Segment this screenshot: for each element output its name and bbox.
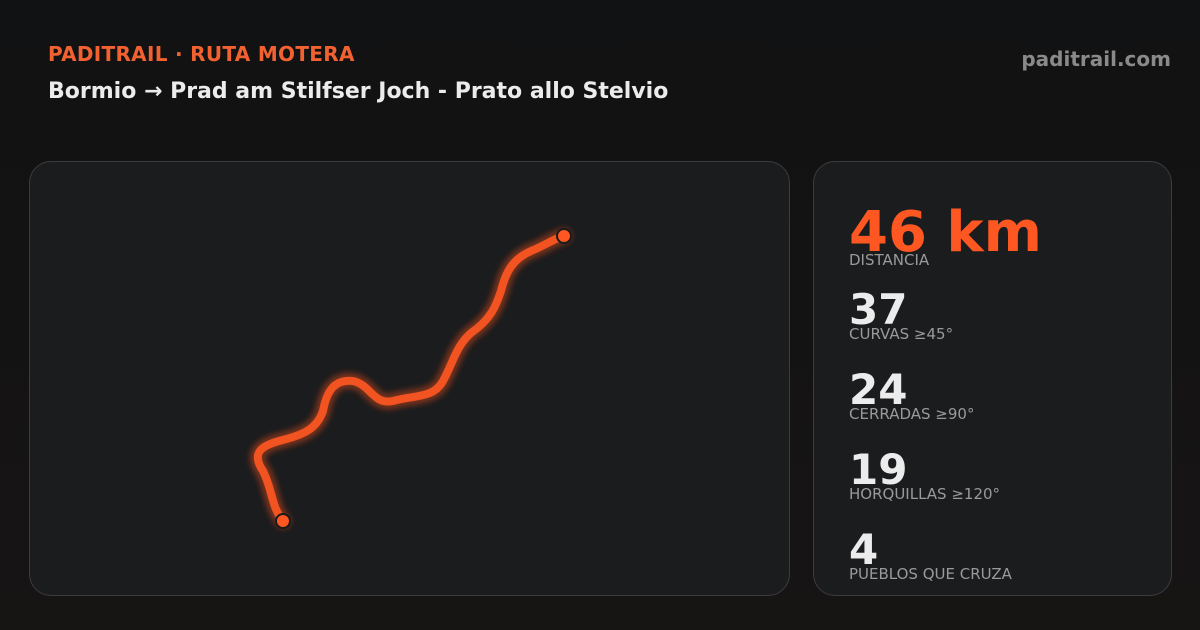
stat-value: 37 — [849, 285, 908, 334]
stat-label: DISTANCIA — [849, 251, 930, 269]
stats-panel: 46 km DISTANCIA 37 CURVAS ≥45° 24 CERRADAS ≥9… — [813, 161, 1172, 596]
stat-value: 4 — [849, 525, 879, 574]
route-start — [275, 513, 291, 529]
stat-label: PUEBLOS QUE CRUZA — [849, 565, 1012, 583]
route-line — [253, 232, 568, 525]
stat-label: CURVAS ≥45° — [849, 325, 954, 343]
route-title: Bormio → Prad am Stilfser Joch - Prato a… — [48, 79, 669, 104]
route-glow — [249, 228, 572, 529]
stat-value: 19 — [849, 445, 908, 494]
route-end — [556, 228, 572, 244]
stat-label: HORQUILLAS ≥120° — [849, 485, 1001, 503]
route-map — [249, 228, 572, 529]
site-name: paditrail.com — [1021, 47, 1171, 71]
stat-label: CERRADAS ≥90° — [849, 405, 975, 423]
brand: PADITRAIL · RUTA MOTERA — [48, 42, 355, 66]
stat-value: 24 — [849, 365, 908, 414]
stat-value: 46 km — [849, 200, 1043, 265]
map-panel — [29, 161, 790, 596]
